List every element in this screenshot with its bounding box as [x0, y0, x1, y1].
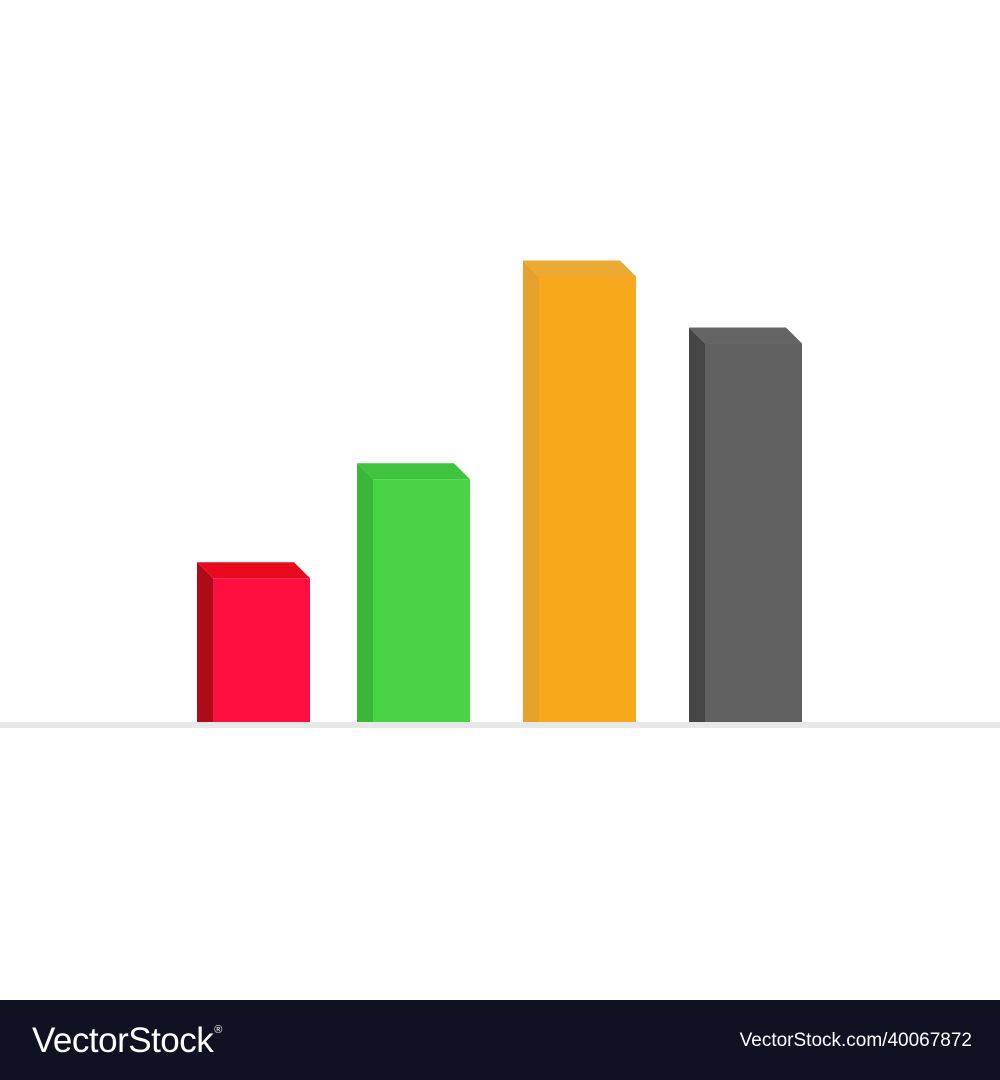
bar-4 — [689, 327, 802, 722]
trademark-symbol: ® — [214, 1023, 222, 1036]
bar-1-side — [197, 562, 213, 722]
bar-3 — [523, 260, 636, 722]
bar-4-top — [689, 327, 802, 344]
bar-2-front — [373, 479, 470, 722]
bar-4-side — [689, 327, 705, 722]
watermark-footer: VectorStock® VectorStock.com/40067872 — [0, 1000, 1000, 1080]
bar-chart — [0, 260, 1000, 728]
bar-2 — [357, 463, 470, 722]
bar-3-side — [523, 260, 539, 722]
bar-2-side — [357, 463, 373, 722]
bar-4-front — [705, 343, 802, 722]
bar-1-top — [197, 562, 310, 579]
bar-3-top — [523, 260, 636, 277]
bars-group — [197, 260, 802, 722]
bar-2-top — [357, 463, 470, 480]
chart-baseline — [0, 722, 1000, 728]
bar-3-front — [539, 276, 636, 722]
image-id-label: VectorStock.com/40067872 — [739, 1029, 972, 1051]
bar-1-front — [213, 578, 310, 722]
brand-logo: VectorStock® — [32, 1023, 222, 1058]
bar-1 — [197, 562, 310, 722]
brand-name: VectorStock — [32, 1020, 214, 1060]
